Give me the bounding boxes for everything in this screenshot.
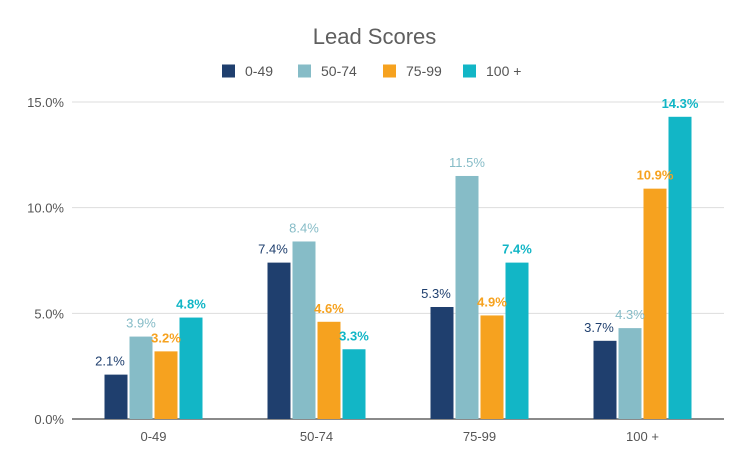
bar-50-74-75-99 xyxy=(455,175,479,419)
legend-swatch xyxy=(222,64,235,78)
data-label-75-99-75-99: 4.9% xyxy=(477,294,507,309)
x-tick-label: 50-74 xyxy=(300,429,333,444)
bar-100-0-49 xyxy=(179,317,203,419)
data-label-75-99-50-74: 4.6% xyxy=(314,301,344,316)
bars xyxy=(104,116,692,419)
legend-item-50-74: 50-74 xyxy=(298,63,357,79)
bar-0-49-50-74 xyxy=(267,262,291,419)
chart-title: Lead Scores xyxy=(313,24,437,49)
data-label-100-75-99: 7.4% xyxy=(502,242,532,257)
legend-label: 100 + xyxy=(486,63,521,79)
legend-swatch xyxy=(463,64,476,78)
y-tick-label: 5.0% xyxy=(34,306,64,321)
bar-75-99-75-99 xyxy=(480,315,504,419)
legend-item-75-99: 75-99 xyxy=(383,63,442,79)
bar-50-74-50-74 xyxy=(292,241,316,419)
bar-75-99-0-49 xyxy=(154,351,178,419)
data-label-50-74-75-99: 11.5% xyxy=(449,155,485,170)
data-labels: 2.1%3.9%3.2%4.8%7.4%8.4%4.6%3.3%5.3%11.5… xyxy=(95,96,699,369)
data-label-0-49-100: 3.7% xyxy=(584,320,614,335)
legend: 0-49 50-74 75-99 100 + xyxy=(222,63,521,79)
x-tick-label: 75-99 xyxy=(463,429,496,444)
y-tick-label: 10.0% xyxy=(27,201,64,216)
y-axis: 0.0% 5.0% 10.0% 15.0% xyxy=(27,95,64,427)
bar-75-99-50-74 xyxy=(317,321,341,419)
data-label-75-99-100: 10.9% xyxy=(637,168,674,183)
data-label-100-50-74: 3.3% xyxy=(339,328,369,343)
legend-item-100: 100 + xyxy=(463,63,521,79)
x-axis: 0-49 50-74 75-99 100 + xyxy=(140,429,658,444)
bar-0-49-75-99 xyxy=(430,306,454,419)
legend-label: 50-74 xyxy=(321,63,357,79)
bar-0-49-100 xyxy=(593,340,617,419)
legend-label: 0-49 xyxy=(245,63,273,79)
bar-0-49-0-49 xyxy=(104,374,128,419)
bar-50-74-0-49 xyxy=(129,336,153,419)
bar-75-99-100 xyxy=(643,188,667,419)
data-label-50-74-50-74: 8.4% xyxy=(289,220,319,235)
data-label-0-49-75-99: 5.3% xyxy=(421,286,451,301)
bar-100-100 xyxy=(668,116,692,419)
legend-swatch xyxy=(383,64,396,78)
bar-100-75-99 xyxy=(505,262,529,419)
data-label-50-74-0-49: 3.9% xyxy=(126,316,156,331)
data-label-75-99-0-49: 3.2% xyxy=(151,330,181,345)
data-label-100-0-49: 4.8% xyxy=(176,297,206,312)
y-tick-label: 15.0% xyxy=(27,95,64,110)
data-label-100-100: 14.3% xyxy=(662,96,699,111)
data-label-0-49-0-49: 2.1% xyxy=(95,354,125,369)
y-tick-label: 0.0% xyxy=(34,412,64,427)
legend-label: 75-99 xyxy=(406,63,442,79)
legend-swatch xyxy=(298,64,311,78)
data-label-0-49-50-74: 7.4% xyxy=(258,242,288,257)
data-label-50-74-100: 4.3% xyxy=(615,307,645,322)
bar-50-74-100 xyxy=(618,328,642,419)
x-tick-label: 0-49 xyxy=(140,429,166,444)
x-tick-label: 100 + xyxy=(626,429,659,444)
bar-100-50-74 xyxy=(342,349,366,419)
legend-item-0-49: 0-49 xyxy=(222,63,273,79)
